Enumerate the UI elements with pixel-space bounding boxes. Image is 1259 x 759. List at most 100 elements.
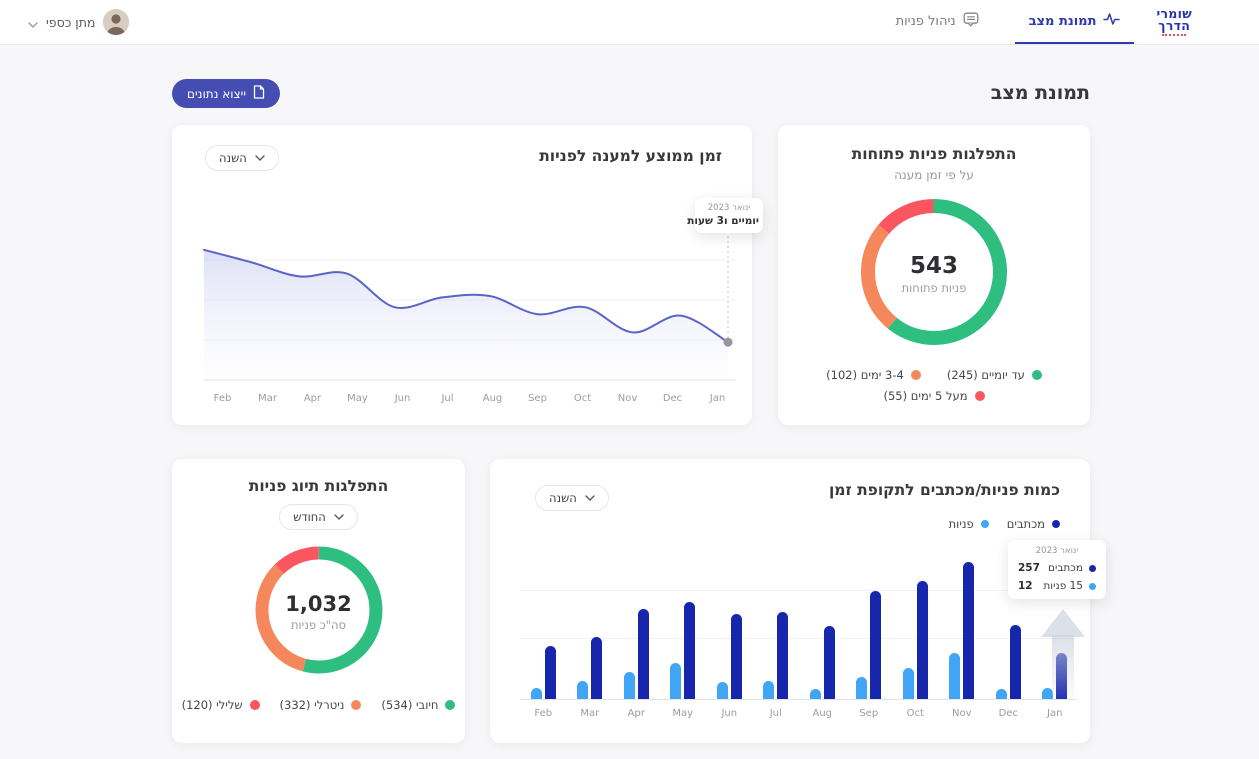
avg-response-filter-label: השנה [219,151,247,165]
month-label: May [347,393,368,404]
month-label: Aug [812,708,833,719]
month-label: Apr [627,708,645,719]
highlight-arrow-stem [1052,635,1074,699]
volume-by-period-card: כמות פניות/מכתבים לתקופת זמן השנה מכתבים… [490,459,1106,743]
tag-donut-legend: חיובי (534) ניטרלי (332) שלילי (120) [182,698,456,712]
bar-group [613,554,660,699]
tooltip-row-letters: מכתבים 257 [1008,562,1106,574]
inquiries-bar [856,676,868,699]
export-document-icon [253,85,265,102]
tab-inquiry-management[interactable]: ניהול פניות [882,0,993,44]
brand-logo[interactable]: שומרי הדרך [1156,0,1192,44]
tooltip-row-inquiries: 15 פניות 12 [1008,580,1106,592]
volume-period-filter[interactable]: השנה [535,485,609,511]
month-label: Dec [998,708,1018,719]
highlight-arrow-icon [1041,609,1085,637]
volume-card-title: כמות פניות/מכתבים לתקופת זמן [828,481,1060,499]
export-data-button[interactable]: ייצוא נתונים [172,79,281,108]
legend-label: 3-4 ימים (102) [826,368,904,382]
inquiries-bar [577,680,589,699]
tag-distribution-title: התפלגות תיוג פניות [248,477,389,495]
avg-response-card-title: זמן ממוצע למענה לפניות [539,147,722,165]
inquiries-dot [1089,582,1096,590]
bar-group [660,554,707,699]
bar-group [846,554,893,699]
open-inquiries-card: התפלגות פניות פתוחות על פי זמן מענה 543 … [778,125,1090,425]
legend-label: חיובי (534) [381,698,439,712]
bar-group [520,554,567,699]
logo-line1: שומרי [1156,6,1192,21]
legend-label: ניטרלי (332) [279,698,345,712]
month-label: Jun [721,708,738,719]
legend-dot-green [1031,370,1042,380]
avg-response-time-card: זמן ממוצע למענה לפניות השנה Feb Mar Apr May… [172,125,763,425]
export-button-label: ייצוא נתונים [187,86,247,101]
month-label: Nov [617,393,638,404]
bar-gridline [520,590,1078,591]
tag-period-filter[interactable]: החודש [279,504,358,530]
bar-group [706,554,753,699]
tab-inquiries-label: ניהול פניות [895,13,956,29]
tag-distribution-card: התפלגות תיוג פניות החודש 1,032 סה"כ פניו… [172,459,465,743]
tooltip-value: 12 [1018,580,1033,592]
legend-item: שלילי (120) [182,698,260,712]
user-menu[interactable]: מתן כספי [28,0,130,44]
letters-bar [963,561,975,699]
inquiries-bar [809,689,821,699]
month-label: Apr [303,393,322,404]
legend-dot-letters [1052,520,1060,528]
chat-bubble-icon [963,12,979,31]
volume-filter-label: השנה [549,491,577,505]
legend-item: עד יומיים (245) [947,368,1042,382]
legend-dot-orange [351,700,362,710]
tooltip-label: 15 פניות [1043,580,1083,592]
legend-item: ניטרלי (332) [280,698,362,712]
bar-gridline [520,638,1078,639]
tooltip-period: ינואר 2023 [1035,546,1079,556]
legend-label: פניות [948,517,974,531]
tooltip-value: יומיים ו3 שעות [687,215,759,227]
legend-dot-inquiries [980,520,989,528]
open-inquiries-subtitle: על פי זמן מענה [894,168,974,182]
tag-donut-svg [255,546,382,674]
top-navbar: שומרי הדרך תמונת מצב ניהול פניות [0,0,1259,45]
open-donut-svg [861,199,1007,345]
letters-bar [823,626,835,699]
inquiries-bar [763,680,775,699]
bar-group [567,554,614,699]
legend-label: שלילי (120) [181,698,243,712]
legend-item: 3-4 ימים (102) [826,368,921,382]
month-label: Sep [859,708,879,719]
month-label: Jan [709,393,726,404]
user-name: מתן כספי [46,14,96,30]
page-title: תמונת מצב [990,82,1090,104]
inquiries-bar [623,672,635,699]
line-chart-area [200,230,740,390]
letters-bar [1009,624,1021,699]
tab-status-label: תמונת מצב [1028,13,1097,29]
bar-group [753,554,800,699]
tag-donut: 1,032 סה"כ פניות [249,540,389,684]
letters-bar [684,602,696,699]
legend-label: מעל 5 ימים (55) [883,389,968,403]
logo-line2: הדרך [1158,18,1191,33]
bar-group [939,554,986,699]
month-label: Mar [580,708,600,719]
tooltip-label: מכתבים [1048,562,1083,574]
user-avatar [103,9,130,35]
letters-bar [777,612,789,699]
legend-item: מעל 5 ימים (55) [883,389,985,403]
month-label: Oct [573,393,592,404]
line-chart-tooltip: ינואר 2023 יומיים ו3 שעות [687,198,763,233]
tab-status-overview[interactable]: תמונת מצב [1014,0,1135,44]
month-label: Feb [213,393,232,404]
letters-bar [916,581,928,699]
month-label: Oct [906,708,924,719]
month-label: Jan [1047,708,1063,719]
letters-bar [730,613,742,699]
month-label: May [672,708,694,719]
letters-dot [1089,564,1096,572]
month-label: Mar [258,393,277,404]
avg-response-period-filter[interactable]: השנה [205,145,279,171]
